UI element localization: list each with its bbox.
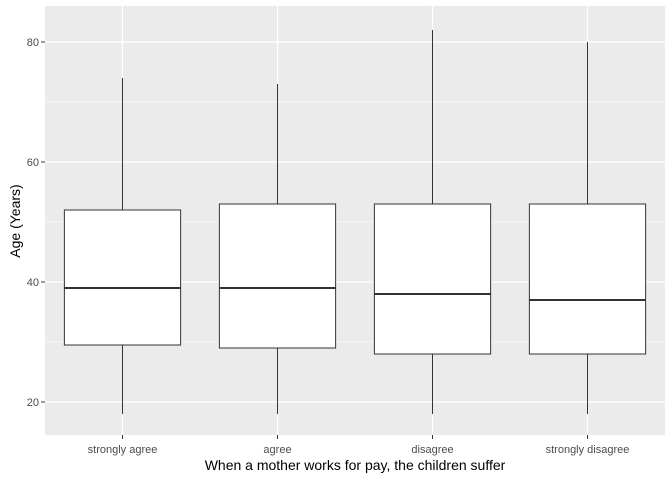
box-group — [63, 30, 647, 414]
box-1 — [63, 78, 182, 414]
box-iqr — [373, 203, 492, 355]
x-tick-label: disagree — [411, 444, 453, 456]
y-tick-label: 60 — [27, 157, 39, 169]
x-tick-label: strongly disagree — [546, 444, 630, 456]
y-tick-label: 80 — [27, 37, 39, 49]
y-tick-label: 20 — [27, 397, 39, 409]
box-4 — [528, 42, 647, 414]
box-iqr — [63, 209, 182, 346]
box-iqr — [528, 203, 647, 355]
y-axis-title: Age (Years) — [7, 184, 23, 257]
y-tick-label: 40 — [27, 277, 39, 289]
x-tick-label: agree — [263, 444, 291, 456]
box-3 — [373, 30, 492, 414]
box-2 — [218, 84, 337, 414]
y-axis: 20 40 60 80 — [27, 37, 45, 409]
x-tick-label: strongly agree — [88, 444, 158, 456]
box-iqr — [218, 203, 337, 349]
x-axis-title: When a mother works for pay, the childre… — [205, 457, 506, 473]
x-axis: strongly agree agree disagree strongly disa… — [88, 435, 630, 456]
